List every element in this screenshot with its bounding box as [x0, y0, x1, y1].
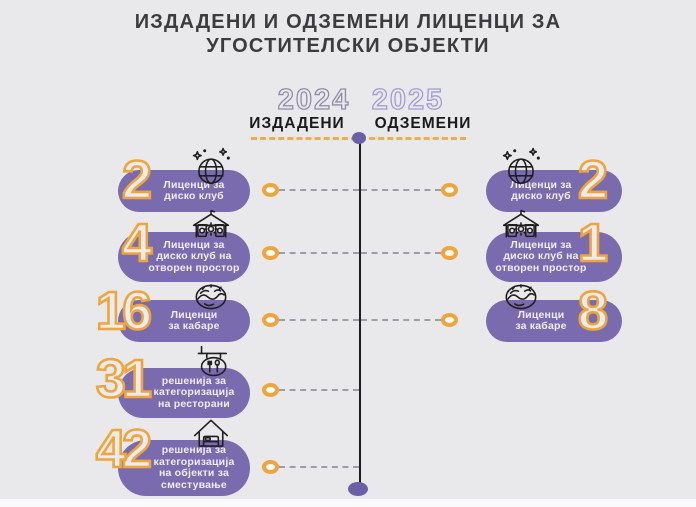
- license-label: Лиценци за диско клуб: [163, 178, 225, 202]
- bottom-margin: [0, 499, 696, 507]
- timeline-dot-bottom: [348, 482, 368, 496]
- license-label: Лиценци за диско клуб на отворен простор: [495, 238, 587, 274]
- revoked-count-open-air: 1: [577, 213, 610, 273]
- connector-line: [361, 319, 441, 321]
- house-bed-icon: [190, 414, 232, 456]
- revoked-count-cabaret: 8: [577, 281, 610, 341]
- connector-dot: [262, 383, 279, 397]
- column-header-revoked: ОДЗЕМЕНИ: [374, 115, 472, 132]
- connector-line: [279, 466, 359, 468]
- revoked-pill-disco: Лиценци за диско клуб: [486, 170, 622, 212]
- issued-pill-restaurants: решенија за категоризација на ресторани: [118, 368, 250, 418]
- license-label: Лиценци за кабаре: [168, 308, 220, 332]
- connector-line: [279, 389, 359, 391]
- issued-pill-open-air: Лиценци за диско клуб на отворен простор: [118, 232, 250, 282]
- revoked-pill-open-air: Лиценци за диско клуб на отворен простор: [486, 232, 622, 282]
- connector-line: [279, 319, 359, 321]
- timeline-dot-top: [352, 132, 366, 144]
- connector-dot: [262, 460, 279, 474]
- revoked-pill-cabaret: Лиценци за кабаре: [486, 300, 622, 342]
- issued-pill-disco: Лиценци за диско клуб: [118, 170, 250, 212]
- connector-line: [361, 252, 441, 254]
- connector-dot: [441, 313, 458, 327]
- open-air-stage-icon: [190, 208, 232, 250]
- connector-dot: [262, 183, 279, 197]
- license-label: Лиценци за диско клуб на отворен простор: [148, 238, 240, 274]
- restaurant-sign-icon: [190, 344, 232, 386]
- cabaret-icon: [500, 276, 542, 318]
- revoked-count-disco: 2: [577, 150, 610, 210]
- connector-line: [279, 252, 359, 254]
- year-2024-label: 2024: [277, 83, 351, 116]
- issued-count-open-air: 4: [121, 213, 154, 273]
- connector-dot: [262, 313, 279, 327]
- open-air-stage-icon: [500, 208, 542, 250]
- connector-line: [279, 189, 359, 191]
- issued-count-accommodation: 42: [95, 419, 154, 479]
- column-header-issued: ИЗДАДЕНИ: [249, 115, 345, 132]
- disco-ball-icon: [500, 146, 542, 188]
- license-label: решенија за категоризација на ресторани: [153, 374, 235, 410]
- disco-ball-icon: [190, 146, 232, 188]
- cabaret-icon: [190, 276, 232, 318]
- issued-pill-accommodation: решенија за категоризација на објекти за см…: [118, 440, 250, 496]
- page-title-line2: УГОСТИТЕЛСКИ ОБЈЕКТИ: [206, 35, 490, 57]
- connector-dot: [262, 246, 279, 260]
- year-2025-label: 2025: [371, 83, 445, 116]
- issued-count-disco: 2: [121, 150, 154, 210]
- license-label: Лиценци за кабаре: [515, 308, 567, 332]
- issued-pill-cabaret: Лиценци за кабаре: [118, 300, 250, 342]
- page-title-line1: ИЗДАДЕНИ И ОДЗЕМЕНИ ЛИЦЕНЦИ ЗА: [134, 11, 562, 33]
- license-label: решенија за категоризација на објекти за см…: [153, 444, 235, 491]
- license-label: Лиценци за диско клуб: [510, 178, 572, 202]
- connector-dot: [441, 183, 458, 197]
- connector-line: [361, 189, 441, 191]
- issued-count-restaurants: 31: [95, 349, 154, 409]
- issued-count-cabaret: 16: [95, 281, 154, 341]
- connector-dot: [441, 246, 458, 260]
- timeline-axis: [359, 139, 361, 491]
